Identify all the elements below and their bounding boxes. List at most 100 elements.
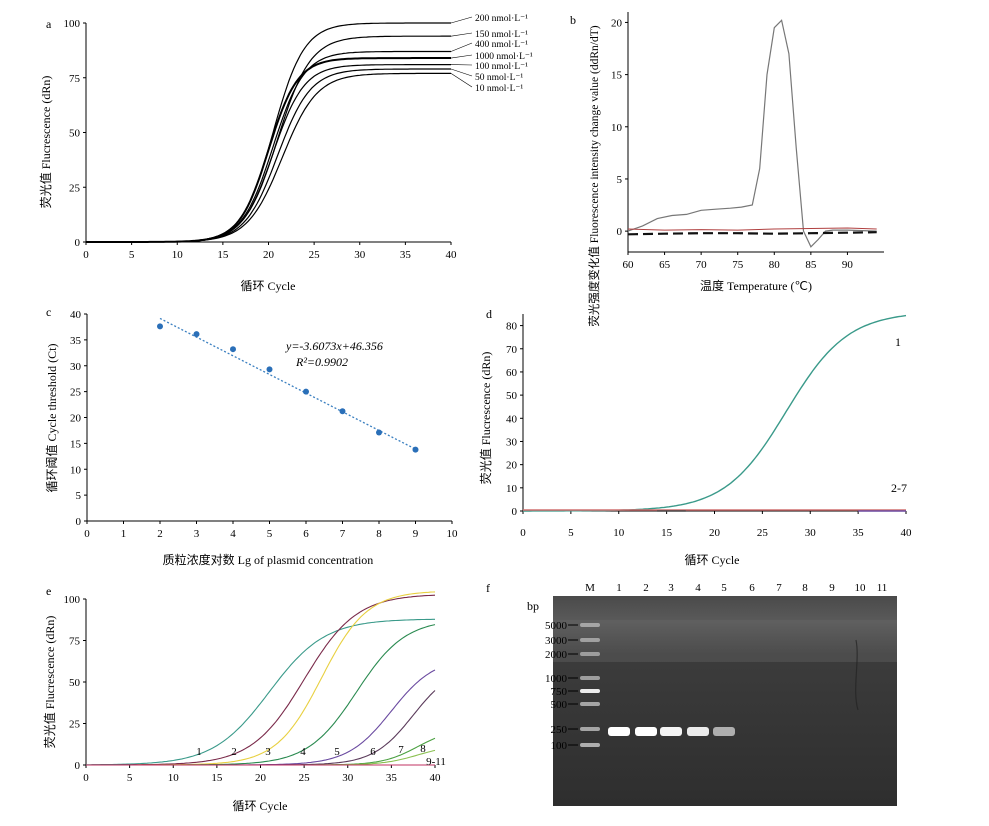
y-tick-label: 20 xyxy=(506,460,518,472)
x-tick-label: 10 xyxy=(172,249,184,261)
x-tick-label: 15 xyxy=(661,527,673,539)
y-tick-label: 10 xyxy=(506,483,518,495)
series-label: 5 xyxy=(334,746,340,758)
marker-size-label: 500 xyxy=(551,699,568,711)
series-line xyxy=(86,63,451,243)
x-tick-label: 70 xyxy=(696,259,708,271)
legend-leader-line xyxy=(450,16,473,24)
x-tick-label: 40 xyxy=(446,249,458,261)
y-tick-label: 0 xyxy=(617,226,623,238)
x-tick-label: 80 xyxy=(769,259,781,271)
marker-size-label: 750 xyxy=(551,686,568,698)
ladder-band xyxy=(580,702,600,706)
x-tick-label: 25 xyxy=(309,249,321,261)
pcr-band xyxy=(635,727,657,736)
y-tick-label: 50 xyxy=(506,390,518,402)
data-point xyxy=(157,323,163,330)
series-line xyxy=(523,314,907,512)
x-tick-label: 10 xyxy=(168,772,180,784)
legend-leader-line xyxy=(450,54,473,59)
ladder-band xyxy=(580,743,600,747)
data-point xyxy=(193,331,200,338)
series-line xyxy=(86,68,451,243)
y-axis-label-d: 荧光值 Flucrescence (dRn) xyxy=(478,352,493,485)
y-tick-label: 20 xyxy=(611,17,623,29)
y-axis-label-e: 荧光值 Flucrescence (dRn) xyxy=(42,616,57,749)
chart-panel-c: 0 1 2 3 4 5 6 7 8 9 10 0 5 10 15 20 25 30 35 40 y=-3.6073x+4… xyxy=(44,309,458,567)
y-tick-label: 50 xyxy=(69,677,81,689)
y-tick-label: 80 xyxy=(506,321,518,333)
x-tick-label: 40 xyxy=(430,772,442,784)
x-tick-label: 30 xyxy=(342,772,354,784)
equation-annotation: y=-3.6073x+46.356 xyxy=(285,339,383,353)
series-line xyxy=(627,227,877,231)
lane-label: 3 xyxy=(668,582,674,594)
pcr-band xyxy=(608,727,630,736)
x-tick-label: 60 xyxy=(623,259,635,271)
y-tick-label: 100 xyxy=(64,594,81,606)
lane-label: 10 xyxy=(855,582,867,594)
lane-label: 6 xyxy=(749,582,755,594)
data-point xyxy=(230,346,236,353)
legend-label: 400 nmol·L⁻¹ xyxy=(475,40,528,50)
y-tick-label: 75 xyxy=(69,73,81,85)
series-line xyxy=(86,35,451,243)
series-label: 1 xyxy=(196,746,202,758)
x-tick-label: 35 xyxy=(853,527,865,539)
y-tick-label: 0 xyxy=(75,760,81,772)
legend-label: 200 nmol·L⁻¹ xyxy=(475,14,528,24)
series-label: 2 xyxy=(231,746,237,758)
x-tick-label: 8 xyxy=(376,528,382,540)
x-axis-label-a: 循环 Cycle xyxy=(241,279,296,293)
legend-leader-line xyxy=(450,32,473,37)
ladder-band xyxy=(580,689,600,693)
series-label: 8 xyxy=(420,743,426,755)
legend-label: 10 nmol·L⁻¹ xyxy=(475,84,523,94)
series-line xyxy=(86,72,451,243)
panel-letter-b: b xyxy=(570,13,576,27)
legend-label: 150 nmol·L⁻¹ xyxy=(475,30,528,40)
x-tick-label: 20 xyxy=(709,527,721,539)
series-line xyxy=(627,231,877,236)
x-tick-label: 5 xyxy=(129,249,135,261)
ladder-band xyxy=(580,727,600,731)
x-tick-label: 90 xyxy=(842,259,854,271)
lane-label: 8 xyxy=(802,582,808,594)
legend-leader-line xyxy=(450,42,473,52)
x-tick-label: 15 xyxy=(211,772,223,784)
x-axis-label-e: 循环 Cycle xyxy=(233,799,288,813)
lane-label: 1 xyxy=(616,582,622,594)
y-tick-label: 0 xyxy=(76,516,82,528)
lane-label: 4 xyxy=(695,582,701,594)
x-tick-label: 25 xyxy=(299,772,311,784)
chart-panel-e: 0 5 10 15 20 25 30 35 40 0 25 50 75 100 1 2 3 4 5 6 7 89-11 循… xyxy=(42,591,446,813)
x-tick-label: 1 xyxy=(121,528,127,540)
y-tick-label: 40 xyxy=(506,413,518,425)
x-tick-label: 3 xyxy=(194,528,200,540)
y-axis-label-c: 循环阈值 Cycle threshold (Ct) xyxy=(44,344,59,493)
chart-panel-d: 0 5 10 15 20 25 30 35 40 0 10 20 30 40 50 60 70 80 1 2-7 循环… xyxy=(478,314,912,567)
x-tick-label: 0 xyxy=(520,527,526,539)
y-tick-label: 15 xyxy=(70,438,82,450)
chart-panel-a: 0 5 10 15 20 25 30 35 40 0 25 50 75 100 200 nmol·L⁻¹ 15… xyxy=(38,14,533,293)
lane-label: 9 xyxy=(829,582,835,594)
x-tick-label: 0 xyxy=(83,772,89,784)
x-tick-label: 15 xyxy=(217,249,229,261)
data-point xyxy=(412,446,419,453)
x-axis-label-c: 质粒浓度对数 Lg of plasmid concentration xyxy=(163,552,374,567)
gel-image xyxy=(553,596,897,806)
y-tick-label: 100 xyxy=(64,18,81,30)
series-label: 4 xyxy=(300,746,306,758)
panel-letter-e: e xyxy=(46,584,51,598)
data-point xyxy=(266,366,273,373)
x-tick-label: 7 xyxy=(340,528,346,540)
y-tick-label: 75 xyxy=(69,636,81,648)
ladder-band xyxy=(580,652,600,656)
y-tick-label: 10 xyxy=(70,464,82,476)
y-tick-label: 25 xyxy=(70,387,82,399)
x-tick-label: 20 xyxy=(263,249,275,261)
series-label: 3 xyxy=(265,746,271,758)
legend-leader-line xyxy=(450,68,473,77)
